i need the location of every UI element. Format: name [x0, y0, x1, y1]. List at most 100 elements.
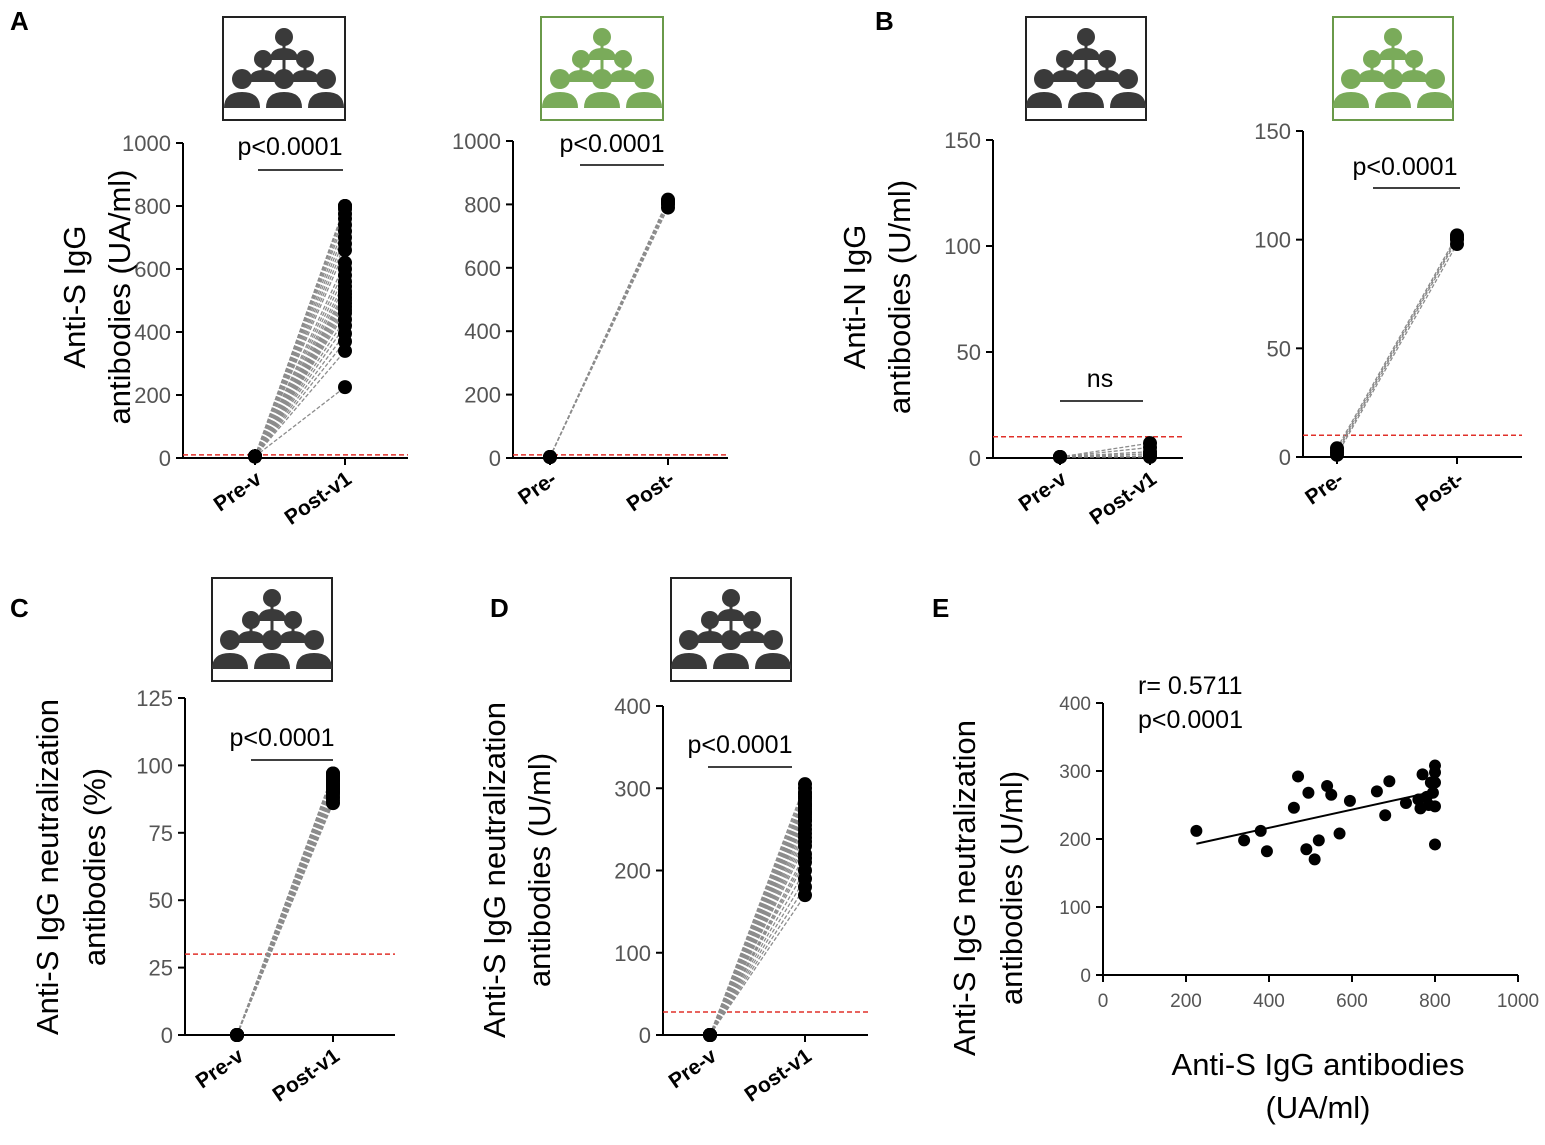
scatter-point — [1287, 801, 1300, 814]
icon-person-head — [572, 50, 590, 68]
data-point-post — [661, 192, 675, 207]
y-tick-label: 300 — [614, 776, 651, 801]
pair-line — [236, 778, 334, 1036]
x-category-label: Post-v1 — [281, 467, 357, 530]
y-tick-label: 200 — [614, 859, 651, 884]
significance-label: ns — [1087, 365, 1113, 393]
pair-line — [709, 870, 806, 1036]
icon-person-head — [634, 69, 654, 89]
icon-person-head — [1363, 50, 1381, 68]
scatter-point — [1416, 768, 1429, 781]
y-tick-label: 400 — [614, 694, 651, 719]
y-axis-label-line2: antibodies (U/ml) — [882, 180, 917, 414]
pair-line — [254, 224, 346, 457]
scatter-point — [1260, 845, 1273, 858]
panel-label: E — [932, 593, 949, 623]
y-tick-label: 600 — [464, 256, 501, 281]
pair-line — [709, 783, 806, 1036]
icon-person-head — [592, 69, 612, 89]
icon-person-head — [722, 589, 740, 607]
y-tick-label: 150 — [1254, 119, 1291, 144]
icon-person-body — [1333, 92, 1369, 108]
y-tick-label: 125 — [136, 686, 173, 711]
y-tick-label: 0 — [969, 446, 981, 471]
icon-person-head — [220, 630, 240, 650]
x-category-label: Pre- — [1301, 467, 1348, 509]
x-tick-label: 800 — [1419, 991, 1451, 1012]
chart-panel-d: D 0 100 200 300 400 Pre-v Post-v1 Anti-S IgG neu… — [477, 577, 868, 1107]
x-category-label: Post-v1 — [269, 1044, 345, 1107]
y-tick-label: 200 — [134, 383, 171, 408]
scatter-point — [1333, 827, 1346, 840]
y-tick-label: 400 — [134, 320, 171, 345]
y-axis-label-line1: Anti-S IgG neutralization — [947, 720, 982, 1056]
pair-line — [1336, 243, 1458, 456]
chart-panel-a-right: 0 200 400 600 800 1000 Pre- Post-p<0.0001 — [452, 16, 728, 516]
icon-person-body — [755, 653, 791, 669]
icon-person-head — [263, 589, 281, 607]
icon-person-head — [593, 28, 611, 46]
x-axis-label-line1: Anti-S IgG antibodies — [1172, 1047, 1465, 1082]
significance-label: p<0.0001 — [560, 130, 665, 158]
significance-label: p<0.0001 — [230, 724, 335, 752]
pair-line — [549, 207, 669, 458]
scatter-point — [1308, 853, 1321, 866]
pair-line — [254, 333, 346, 457]
y-axis-label-line1: Anti-S IgG — [57, 226, 92, 369]
icon-person-head — [1341, 69, 1361, 89]
x-tick-label: 200 — [1170, 991, 1202, 1012]
data-point-pre — [230, 1028, 244, 1042]
pair-line — [254, 237, 346, 457]
pair-line — [709, 886, 806, 1036]
people-group-icon — [671, 589, 791, 669]
y-tick-label: 150 — [944, 128, 981, 153]
y-tick-label: 0 — [639, 1023, 651, 1048]
y-tick-label: 400 — [1059, 694, 1091, 715]
scatter-point — [1429, 766, 1441, 779]
x-tick-label: 0 — [1098, 991, 1109, 1012]
data-point-post — [338, 199, 352, 213]
icon-person-head — [1034, 69, 1054, 89]
y-tick-label: 100 — [1254, 228, 1291, 253]
pair-line — [709, 894, 806, 1036]
y-tick-label: 25 — [149, 956, 173, 981]
pair-line — [254, 386, 346, 457]
pair-line — [236, 778, 334, 1036]
data-point-pre — [248, 449, 262, 464]
pair-line — [709, 878, 806, 1036]
icon-person-body — [1068, 92, 1104, 108]
icon-person-body — [1400, 70, 1428, 82]
chart-panel-a-left: A 0 200 400 600 800 1000 Pre-v Post-v1 Anti-S IgG… — [10, 6, 408, 530]
icon-person-head — [242, 611, 260, 629]
data-point-post — [338, 380, 352, 395]
pair-line — [1059, 450, 1151, 458]
icon-person-body — [542, 92, 578, 108]
icon-person-body — [1110, 92, 1146, 108]
scatter-point — [1300, 843, 1313, 856]
panel-label: D — [490, 593, 509, 623]
data-point-pre — [1330, 441, 1344, 456]
icon-person-head — [296, 50, 314, 68]
correlation-p-label: p<0.0001 — [1138, 706, 1243, 734]
pair-line — [254, 309, 346, 457]
data-point-post — [338, 255, 352, 270]
icon-person-head — [1384, 28, 1402, 46]
icon-person-body — [1093, 70, 1121, 82]
scatter-point — [1325, 788, 1338, 801]
scatter-point — [1343, 794, 1356, 807]
x-category-label: Post-v1 — [1086, 467, 1162, 530]
pair-line — [254, 312, 346, 457]
icon-person-body — [224, 92, 260, 108]
y-tick-label: 1000 — [452, 129, 501, 154]
y-tick-label: 300 — [1059, 762, 1091, 783]
icon-person-body — [738, 631, 766, 643]
data-point-post — [1143, 436, 1157, 451]
icon-person-body — [296, 653, 332, 669]
x-axis-label-line2: (UA/ml) — [1265, 1090, 1370, 1125]
y-tick-label: 0 — [1080, 966, 1091, 987]
y-tick-label: 50 — [149, 888, 173, 913]
y-axis-label-line2: antibodies (UA/ml) — [102, 170, 137, 425]
icon-person-head — [284, 611, 302, 629]
icon-person-body — [291, 70, 319, 82]
significance-label: p<0.0001 — [238, 133, 343, 161]
